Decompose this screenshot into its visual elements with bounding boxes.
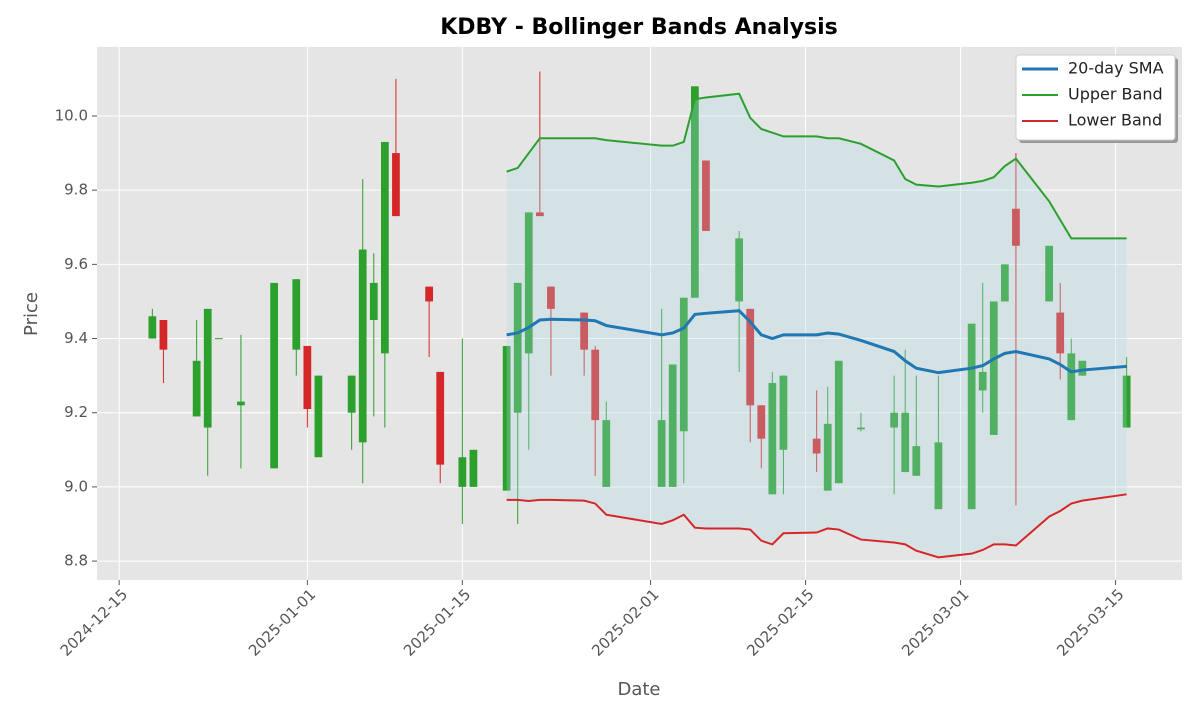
candle-body (1122, 375, 1131, 428)
candle-body (469, 449, 478, 487)
x-tick-label: 2025-02-01 (588, 585, 662, 659)
candle-body (513, 282, 522, 413)
candle-body (347, 375, 356, 413)
candle-body (502, 345, 511, 491)
candle-body (369, 282, 378, 320)
candle-body (148, 316, 157, 339)
candle-body (657, 420, 666, 487)
candle-body (812, 438, 821, 454)
y-tick-label: 9.8 (64, 181, 88, 199)
y-axis-label: Price (21, 292, 42, 336)
y-tick-label: 10.0 (55, 106, 88, 124)
band-fill (506, 93, 1127, 558)
x-tick-label: 2025-01-01 (245, 585, 319, 659)
candle-body (834, 360, 843, 484)
candle-body (967, 323, 976, 510)
line (506, 493, 1127, 559)
candle-body (857, 427, 865, 430)
chart-title: KDBY - Bollinger Bands Analysis (440, 15, 838, 40)
candle-body (314, 375, 323, 458)
candle-body (270, 282, 279, 469)
candle-body (746, 308, 755, 406)
candle-body (1067, 353, 1076, 421)
candle-body (214, 338, 223, 340)
candle-body (690, 86, 699, 298)
candle-body (823, 423, 832, 491)
candle-body (934, 442, 943, 510)
candle-body (602, 420, 611, 487)
x-axis-label: Date (617, 679, 660, 700)
candle-body (380, 141, 389, 354)
candle-body (668, 364, 677, 487)
y-tick-label: 9.4 (64, 329, 88, 347)
candle-body (1012, 208, 1020, 246)
candle-body (591, 349, 600, 421)
candle-body (702, 160, 710, 231)
x-tick-label: 2025-03-01 (898, 585, 972, 659)
candle-body (890, 412, 899, 428)
candle-body (292, 279, 301, 350)
candle-body (978, 371, 987, 391)
line (506, 309, 1127, 375)
candle-body (989, 301, 998, 435)
candle-body (237, 401, 245, 406)
y-tick-label: 8.8 (64, 552, 88, 570)
candle-body (679, 297, 688, 432)
candle-body (392, 153, 400, 217)
x-tick-label: 2025-02-15 (743, 585, 817, 659)
candle-body (1000, 264, 1009, 302)
candle-body (192, 360, 201, 417)
candle-body (757, 405, 766, 439)
candle-body (580, 312, 589, 350)
y-tick-label: 9.6 (64, 255, 88, 273)
candle-body (901, 412, 910, 473)
candle-body (1078, 360, 1087, 376)
candle-body (159, 319, 168, 350)
legend (1015, 54, 1176, 141)
x-tick-label: 2024-12-15 (57, 585, 131, 659)
legend-label: Lower Band (1068, 111, 1162, 130)
legend-label: 20-day SMA (1068, 59, 1164, 78)
candle-body (358, 249, 367, 443)
candle-body (779, 375, 788, 450)
candle-body (1045, 245, 1054, 302)
x-tick-label: 2025-03-15 (1053, 585, 1127, 659)
candle-body (436, 371, 445, 465)
candle-body (203, 308, 212, 428)
y-tick-label: 9.0 (64, 477, 88, 495)
candle-body (524, 212, 533, 354)
candle-body (303, 345, 312, 410)
line (506, 92, 1127, 240)
candle-body (547, 286, 555, 309)
candle-body (735, 238, 744, 302)
y-tick-label: 9.2 (64, 403, 88, 421)
candle-body (458, 457, 467, 487)
candle-body (768, 383, 777, 495)
legend-label: Upper Band (1068, 85, 1163, 104)
x-tick-label: 2025-01-15 (400, 585, 474, 659)
candle-body (1056, 312, 1065, 354)
candle-body (535, 212, 544, 217)
candle-body (912, 446, 921, 476)
candle-body (425, 286, 434, 302)
